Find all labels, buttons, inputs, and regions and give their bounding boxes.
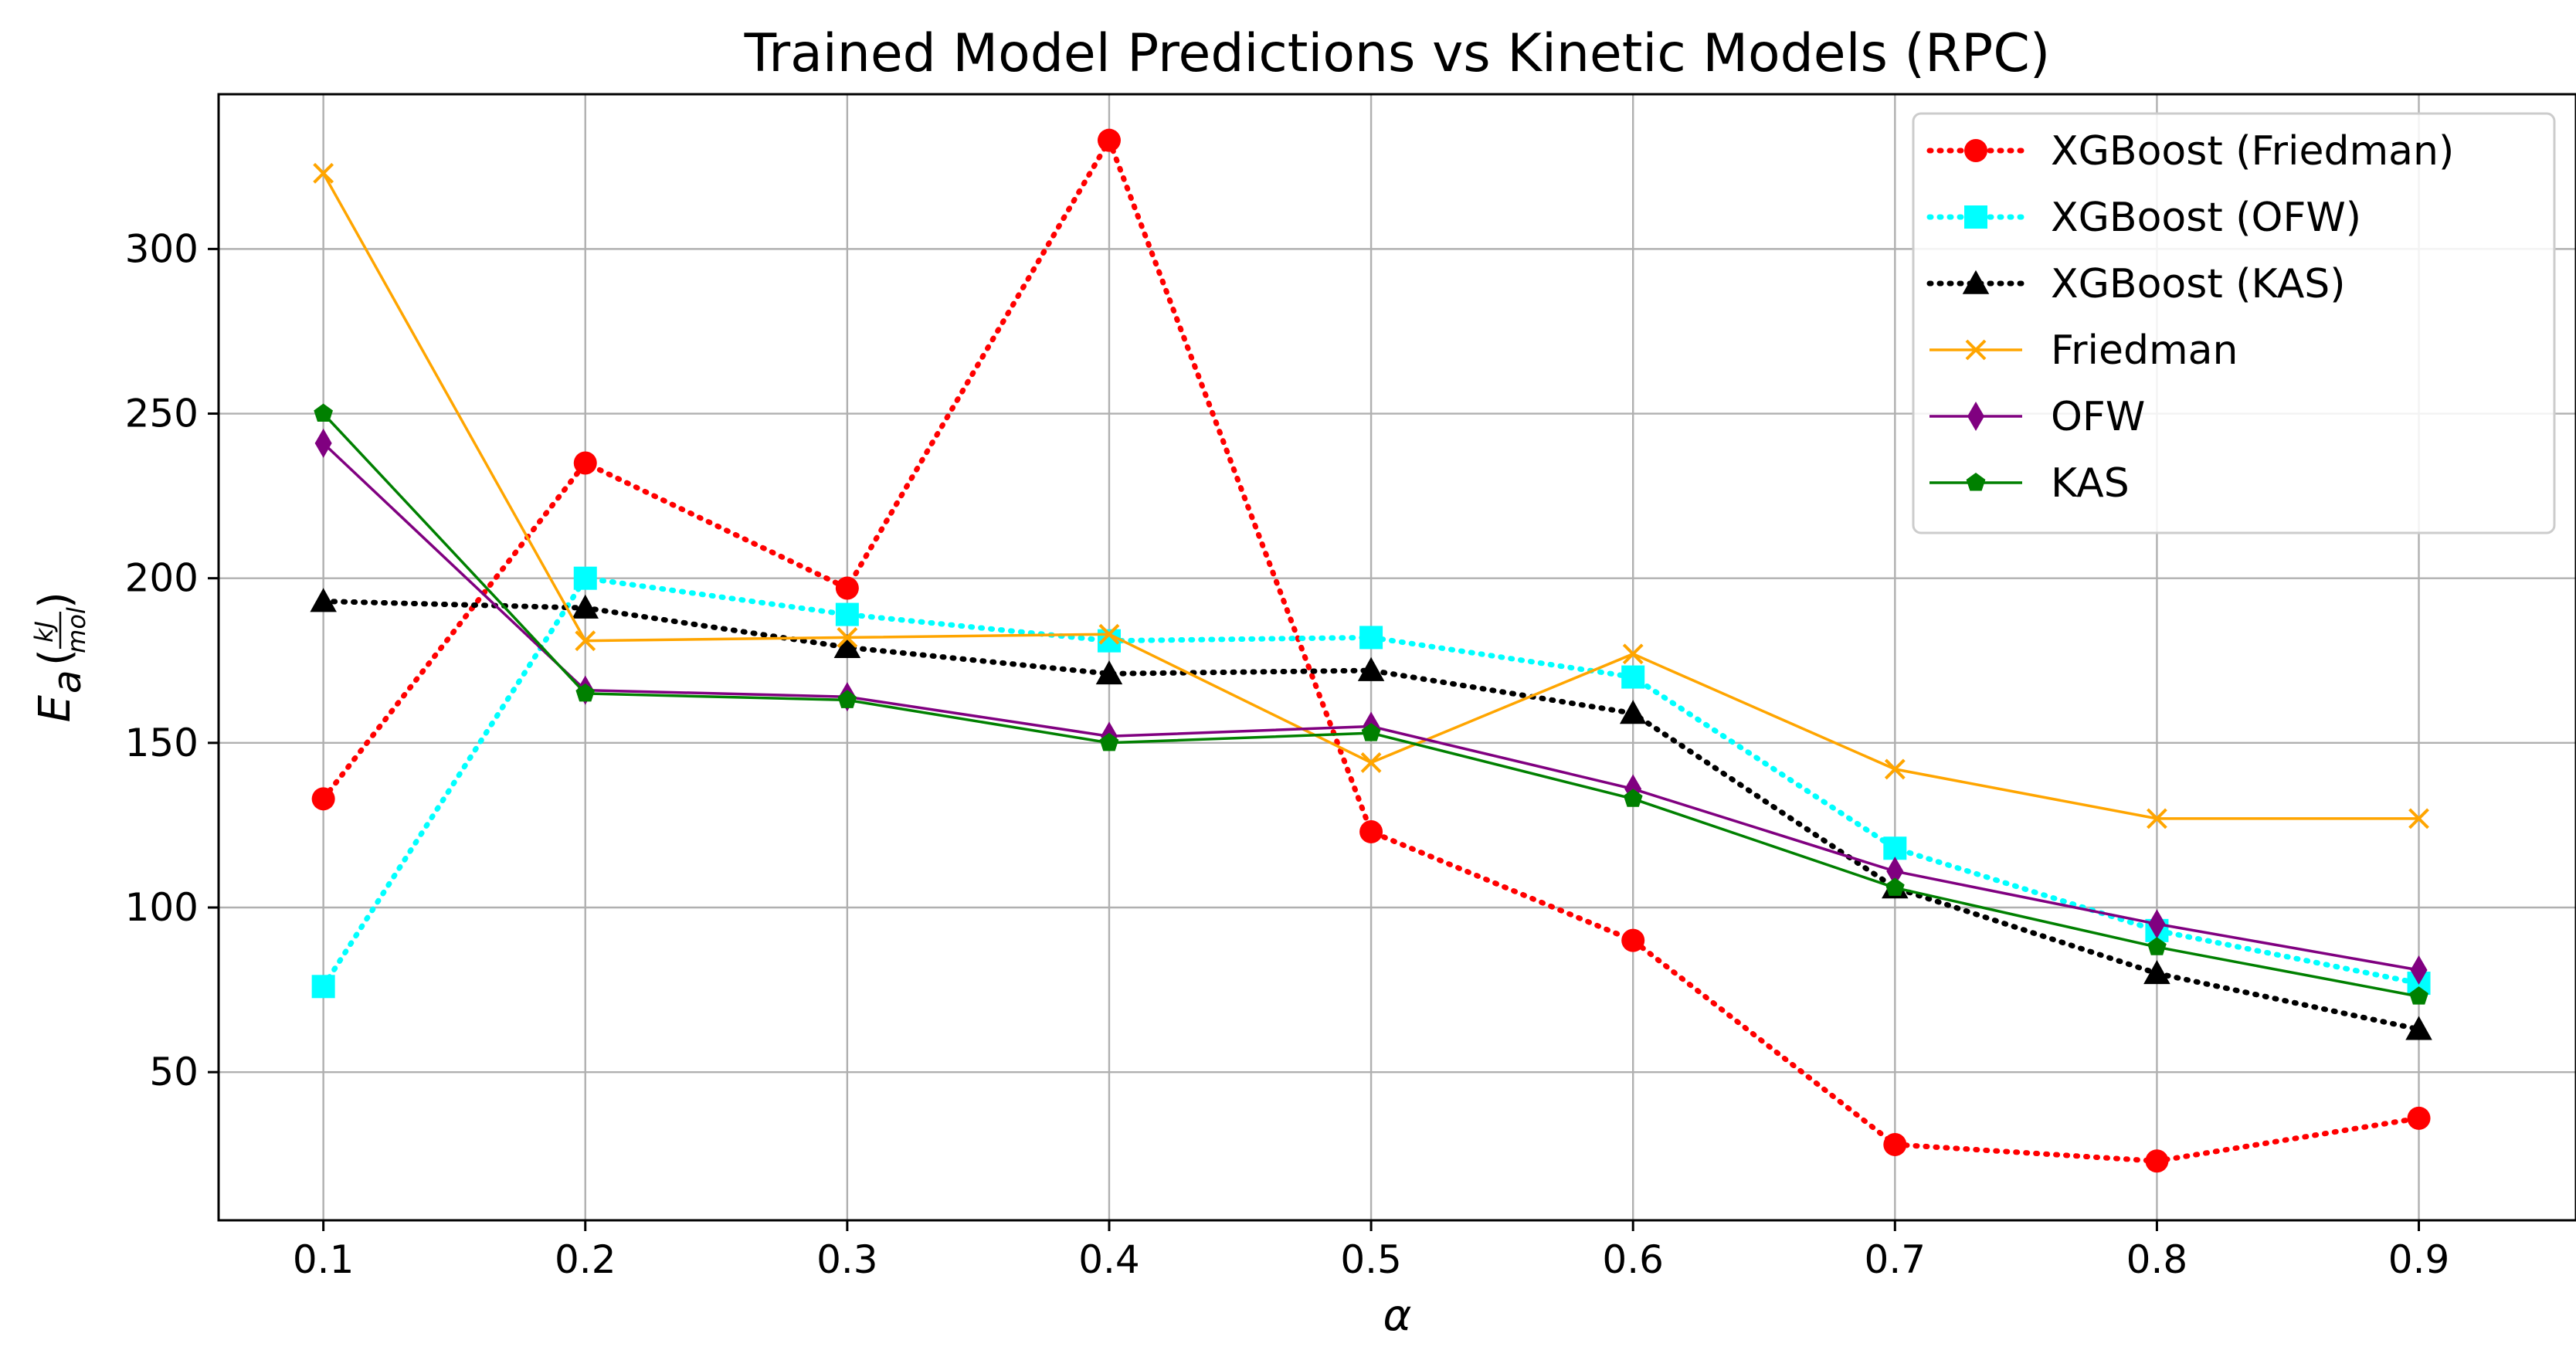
- data-point: [1883, 1132, 1907, 1156]
- y-tick-label: 150: [125, 721, 199, 765]
- x-tick-label: 0.3: [816, 1237, 878, 1282]
- data-point: [2407, 1106, 2431, 1130]
- y-label-subscript: a: [45, 670, 90, 694]
- data-point: [310, 588, 337, 612]
- data-point: [833, 633, 861, 659]
- x-tick-label: 0.1: [293, 1237, 355, 1282]
- data-point: [1884, 758, 1906, 780]
- data-point: [2410, 955, 2428, 985]
- legend-swatch-marker: [1966, 473, 1986, 491]
- data-point: [1619, 700, 1647, 724]
- data-point: [1883, 836, 1907, 860]
- x-tick-label: 0.7: [1865, 1237, 1926, 1282]
- legend-item: Friedman: [1929, 327, 2238, 374]
- legend-label: XGBoost (OFW): [2051, 195, 2361, 241]
- legend-frame: [1912, 112, 2556, 534]
- legend: XGBoost (Friedman) XGBoost (OFW) XGBoost (…: [1912, 112, 2556, 534]
- data-point: [835, 602, 859, 626]
- data-point: [1886, 857, 1904, 887]
- data-point: [2408, 808, 2429, 829]
- x-tick-label: 0.4: [1078, 1237, 1140, 1282]
- x-tick-label: 0.5: [1340, 1237, 1402, 1282]
- data-point: [2147, 937, 2167, 955]
- series-5: [314, 403, 2428, 1005]
- chart-title: Trained Model Predictions vs Kinetic Mod…: [744, 23, 2051, 84]
- data-point: [837, 690, 857, 708]
- legend-item: KAS: [1929, 460, 2130, 507]
- data-point: [1099, 732, 1119, 751]
- x-tick-label: 0.9: [2388, 1237, 2450, 1282]
- data-point: [314, 428, 332, 458]
- legend-swatch-marker: [1964, 139, 1987, 162]
- data-point: [837, 627, 858, 648]
- y-label-denominator: mol: [62, 607, 91, 653]
- legend-item: XGBoost (OFW): [1926, 195, 2361, 241]
- y-tick-label: 300: [125, 226, 199, 271]
- legend-item: OFW: [1929, 394, 2145, 440]
- data-point: [1623, 789, 1643, 807]
- x-tick-label: 0.2: [555, 1237, 616, 1282]
- data-point: [835, 576, 859, 600]
- data-point: [2405, 1016, 2432, 1040]
- data-point: [313, 162, 334, 184]
- legend-label: OFW: [2051, 394, 2145, 440]
- data-point: [311, 787, 335, 811]
- y-tick-label: 100: [125, 885, 199, 930]
- y-tick-label: 50: [149, 1050, 199, 1094]
- data-point: [311, 975, 335, 999]
- y-tick-label: 200: [125, 556, 199, 601]
- legend-item: XGBoost (KAS): [1926, 261, 2346, 307]
- x-tick-label: 0.8: [2126, 1237, 2188, 1282]
- legend-label: Friedman: [2051, 327, 2238, 374]
- plot-frame: [217, 93, 2576, 1222]
- data-point: [573, 451, 597, 475]
- data-point: [1621, 665, 1645, 689]
- legend-item: XGBoost (Friedman): [1926, 128, 2454, 175]
- y-label-open-paren: (: [30, 649, 80, 666]
- data-point: [2409, 986, 2428, 1005]
- series-line: [321, 134, 2422, 1164]
- x-axis-label: α: [1383, 1291, 1412, 1341]
- data-point: [575, 630, 596, 652]
- data-point: [1359, 819, 1383, 843]
- y-tick-label: 250: [125, 392, 199, 436]
- data-point: [314, 403, 333, 422]
- data-point: [1098, 623, 1120, 645]
- axes: 0.1 0.2 0.3 0.4 0.5 0.6 0.7 0.8 0.9 50 100 150 200 25…: [125, 226, 2450, 1282]
- legend-swatch-marker: [1967, 402, 1984, 431]
- data-point: [1097, 128, 1121, 152]
- data-point: [2148, 909, 2166, 939]
- series-0: [311, 128, 2431, 1173]
- y-label-symbol: E: [30, 694, 80, 722]
- series-2: [310, 588, 2432, 1040]
- legend-swatch-marker: [1962, 270, 1990, 294]
- legend-swatch-marker: [1965, 339, 1987, 361]
- data-point: [1621, 928, 1645, 952]
- data-point: [2147, 808, 2167, 829]
- legend-label: XGBoost (Friedman): [2051, 128, 2454, 175]
- data-point: [1357, 656, 1385, 681]
- data-point: [2145, 1149, 2169, 1173]
- data-point: [1360, 752, 1382, 773]
- data-point: [1359, 626, 1383, 650]
- data-point: [1885, 877, 1905, 896]
- legend-label: KAS: [2051, 460, 2130, 507]
- legend-label: XGBoost (KAS): [2051, 261, 2346, 307]
- y-label-close-paren: ): [30, 592, 80, 609]
- data-point: [1622, 643, 1644, 665]
- y-label-numerator: kJ: [29, 621, 59, 643]
- data-point: [573, 566, 597, 590]
- series-3: [313, 162, 2429, 829]
- x-tick-label: 0.6: [1602, 1237, 1664, 1282]
- y-axis-label: E a ( kJ mol ): [29, 592, 91, 722]
- data-point: [2143, 960, 2170, 985]
- data-point: [1095, 660, 1123, 685]
- data-point: [1361, 723, 1381, 741]
- data-point: [575, 683, 596, 702]
- data-point: [572, 594, 599, 619]
- legend-swatch-marker: [1964, 205, 1987, 229]
- series-group: [310, 128, 2432, 1173]
